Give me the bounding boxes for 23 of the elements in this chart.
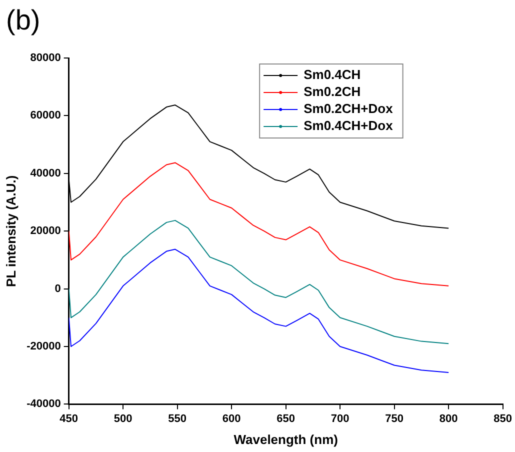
legend-label: Sm0.4CH	[304, 67, 361, 82]
y-tick-label: 40000	[30, 167, 61, 180]
x-tick-label: 750	[385, 412, 404, 425]
x-tick-label: 550	[168, 412, 187, 425]
y-tick-label: -20000	[26, 340, 61, 353]
y-tick-label: 80000	[30, 52, 61, 64]
legend-label: Sm0.4CH+Dox	[304, 118, 394, 134]
x-tick-label: 800	[439, 412, 458, 425]
x-tick-label: 500	[114, 412, 132, 425]
y-tick-label: 60000	[30, 110, 61, 122]
y-tick-label: 0	[54, 282, 61, 295]
text: (b)	[6, 4, 40, 36]
legend-label: Sm0.2CH+Dox	[304, 101, 394, 116]
y-tick-label: -40000	[26, 398, 61, 410]
x-tick-label: 450	[60, 412, 78, 425]
x-tick-label: 700	[330, 412, 350, 425]
y-axis-title: PL intensity (A.U.)	[3, 175, 18, 287]
x-axis-title: Wavelength (nm)	[234, 432, 338, 447]
x-tick-label: 850	[494, 412, 512, 425]
y-tick-label: 20000	[30, 225, 61, 238]
x-tick-label: 600	[222, 412, 241, 425]
legend-label: Sm0.2CH	[304, 84, 361, 100]
x-tick-label: 650	[276, 412, 296, 425]
